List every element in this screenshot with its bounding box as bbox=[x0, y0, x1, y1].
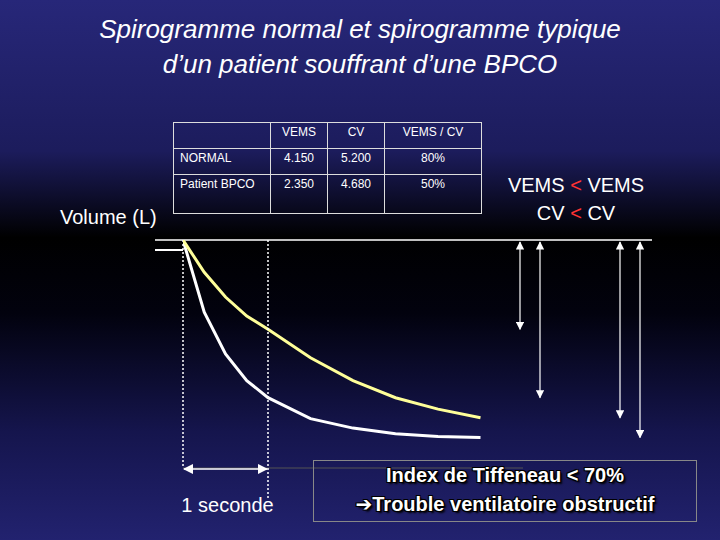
start-mark bbox=[155, 249, 183, 251]
table-cell: 5.200 bbox=[328, 149, 385, 175]
comparison: VEMS < VEMS bbox=[508, 174, 644, 196]
table-row-label: Patient BPCO bbox=[174, 175, 271, 214]
comparison-sign: < bbox=[570, 174, 582, 196]
plot-area bbox=[183, 240, 481, 438]
table-cell: 50% bbox=[385, 175, 482, 214]
table-header-cell: CV bbox=[328, 123, 385, 149]
table-cell: 80% bbox=[385, 149, 482, 175]
table-cell bbox=[174, 123, 271, 149]
one-second-arrow bbox=[184, 468, 267, 470]
title-line: d’un patient souffrant d’une BPCO bbox=[0, 47, 720, 82]
table: VEMSCVVEMS / CVNORMAL4.1505.20080%Patien… bbox=[173, 122, 482, 214]
table-cell: 4.150 bbox=[271, 149, 328, 175]
table-header: VEMSCVVEMS / CV bbox=[174, 123, 482, 149]
table-row-label: NORMAL bbox=[174, 149, 271, 175]
chart: Volume (L)1 secondeVEMS < VEMSCV < CV bbox=[0, 0, 720, 540]
curve bbox=[183, 240, 481, 418]
curve bbox=[183, 240, 481, 438]
annotation: 1 seconde bbox=[181, 494, 273, 516]
baseline bbox=[155, 239, 652, 241]
table-header-cell: VEMS bbox=[271, 123, 328, 149]
comparison-left: CV bbox=[537, 202, 570, 224]
comparison-right: VEMS bbox=[582, 174, 644, 196]
conclusion-line: Index de Tiffeneau < 70% bbox=[314, 461, 696, 490]
table-row: NORMAL4.1505.20080% bbox=[174, 149, 482, 175]
title-line: Spirogramme normal et spirogramme typiqu… bbox=[0, 12, 720, 47]
comparison-right: CV bbox=[582, 202, 616, 224]
comparison: CV < CV bbox=[537, 202, 616, 224]
table-header-cell: VEMS / CV bbox=[385, 123, 482, 149]
vems-arrow bbox=[539, 242, 540, 398]
one-second-line bbox=[267, 240, 269, 500]
y-label: Volume (L) bbox=[60, 206, 157, 228]
table-cell: 4.680 bbox=[328, 175, 385, 214]
table-row: Patient BPCO2.3504.68050% bbox=[174, 175, 482, 214]
cv-arrow bbox=[639, 242, 640, 438]
conclusion: Index de Tiffeneau < 70%➔Trouble ventila… bbox=[313, 460, 697, 522]
comparison-sign: < bbox=[570, 202, 582, 224]
y-axis bbox=[182, 240, 184, 468]
table-cell: 2.350 bbox=[271, 175, 328, 214]
title: Spirogramme normal et spirogramme typiqu… bbox=[0, 12, 720, 82]
cv-arrow bbox=[619, 242, 620, 418]
comparison-left: VEMS bbox=[508, 174, 570, 196]
conclusion-line: ➔Trouble ventilatoire obstructif bbox=[314, 490, 696, 519]
vems-arrow bbox=[519, 242, 520, 329]
